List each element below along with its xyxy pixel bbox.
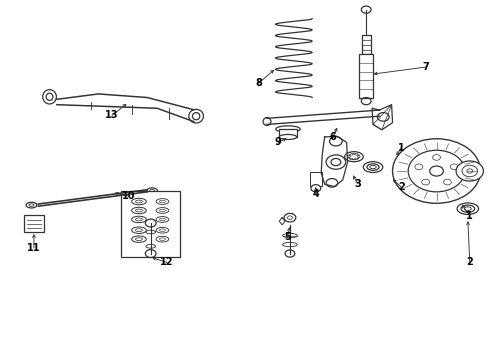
Bar xyxy=(359,54,373,98)
Ellipse shape xyxy=(136,209,143,212)
Text: 11: 11 xyxy=(27,243,41,253)
Bar xyxy=(279,129,297,137)
Ellipse shape xyxy=(193,113,200,120)
Ellipse shape xyxy=(136,200,143,203)
Circle shape xyxy=(330,136,342,146)
Circle shape xyxy=(326,179,338,187)
Ellipse shape xyxy=(136,238,143,240)
Text: 1: 1 xyxy=(466,211,473,221)
Ellipse shape xyxy=(136,229,143,231)
Text: 1: 1 xyxy=(398,143,405,153)
Circle shape xyxy=(311,185,321,192)
Ellipse shape xyxy=(347,156,350,157)
Circle shape xyxy=(288,216,293,220)
Ellipse shape xyxy=(350,158,353,159)
Circle shape xyxy=(443,179,451,185)
Ellipse shape xyxy=(348,154,359,159)
Ellipse shape xyxy=(276,126,300,132)
Ellipse shape xyxy=(132,227,147,233)
Ellipse shape xyxy=(147,188,158,194)
Ellipse shape xyxy=(370,166,376,169)
Circle shape xyxy=(415,164,423,170)
Circle shape xyxy=(377,113,389,121)
Circle shape xyxy=(430,166,443,176)
Ellipse shape xyxy=(457,203,479,215)
Ellipse shape xyxy=(156,208,169,213)
Circle shape xyxy=(433,154,441,160)
Ellipse shape xyxy=(355,158,358,159)
Ellipse shape xyxy=(146,230,156,234)
Text: 5: 5 xyxy=(284,232,291,242)
Circle shape xyxy=(285,250,295,257)
Circle shape xyxy=(326,155,345,169)
Ellipse shape xyxy=(350,154,353,155)
Ellipse shape xyxy=(132,236,147,242)
Ellipse shape xyxy=(344,152,363,162)
Ellipse shape xyxy=(367,164,379,170)
Ellipse shape xyxy=(159,238,165,240)
Ellipse shape xyxy=(263,118,271,126)
Ellipse shape xyxy=(29,204,34,206)
Ellipse shape xyxy=(283,233,297,238)
Circle shape xyxy=(408,150,465,192)
Text: 3: 3 xyxy=(354,179,361,189)
Circle shape xyxy=(450,164,458,170)
Ellipse shape xyxy=(461,205,475,212)
Circle shape xyxy=(146,249,156,257)
Text: 7: 7 xyxy=(422,62,429,72)
Ellipse shape xyxy=(46,93,53,100)
Text: 2: 2 xyxy=(466,257,473,267)
Bar xyxy=(122,191,180,257)
Ellipse shape xyxy=(159,218,165,221)
Ellipse shape xyxy=(363,162,383,172)
Bar xyxy=(24,215,44,232)
Ellipse shape xyxy=(279,134,297,139)
Ellipse shape xyxy=(146,244,156,248)
Ellipse shape xyxy=(26,202,37,208)
Ellipse shape xyxy=(132,216,147,223)
Circle shape xyxy=(422,179,430,185)
Circle shape xyxy=(331,158,341,166)
Text: 9: 9 xyxy=(275,138,282,147)
Ellipse shape xyxy=(156,217,169,222)
Text: 8: 8 xyxy=(255,78,262,88)
Ellipse shape xyxy=(159,229,165,231)
Ellipse shape xyxy=(189,109,203,123)
Ellipse shape xyxy=(132,198,147,205)
Circle shape xyxy=(467,169,473,173)
Text: 12: 12 xyxy=(160,257,173,267)
Ellipse shape xyxy=(159,200,165,203)
Text: 13: 13 xyxy=(105,111,119,121)
Ellipse shape xyxy=(357,156,360,157)
Ellipse shape xyxy=(136,218,143,221)
Bar xyxy=(362,35,370,54)
Ellipse shape xyxy=(43,90,56,104)
Ellipse shape xyxy=(159,209,165,212)
Ellipse shape xyxy=(156,227,169,233)
Circle shape xyxy=(284,213,296,222)
Text: 6: 6 xyxy=(330,132,336,142)
Ellipse shape xyxy=(156,236,169,242)
Text: 2: 2 xyxy=(398,182,405,192)
Text: 4: 4 xyxy=(313,189,319,199)
Ellipse shape xyxy=(465,207,471,211)
Text: 10: 10 xyxy=(122,191,135,201)
Circle shape xyxy=(146,219,156,227)
Circle shape xyxy=(392,139,481,203)
Ellipse shape xyxy=(150,189,155,192)
Ellipse shape xyxy=(156,199,169,204)
Circle shape xyxy=(462,165,478,177)
Circle shape xyxy=(456,161,484,181)
Ellipse shape xyxy=(132,207,147,214)
Ellipse shape xyxy=(283,242,297,247)
Ellipse shape xyxy=(355,154,358,155)
Bar xyxy=(310,172,322,186)
